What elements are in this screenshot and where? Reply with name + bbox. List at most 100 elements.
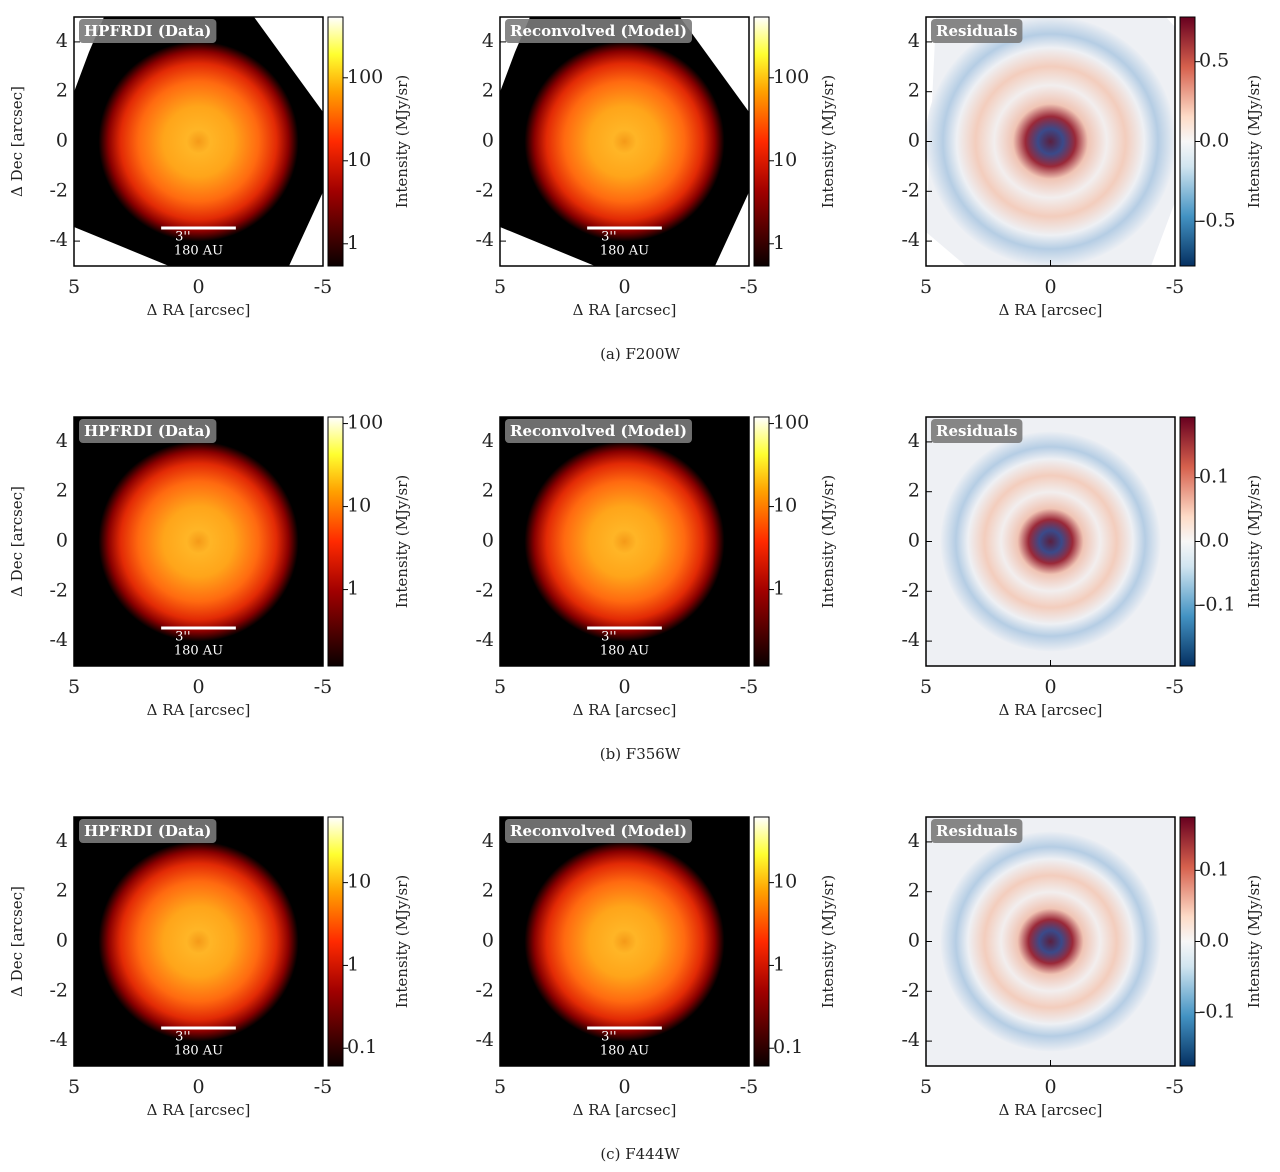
scale-bar-distance: 180 AU xyxy=(174,244,223,259)
y-tick-label: 0 xyxy=(482,530,494,552)
colorbar-label: Intensity (MJy/sr) xyxy=(819,75,837,208)
colorbar xyxy=(1179,16,1196,267)
title-box xyxy=(931,419,1023,443)
x-axis-label: Δ RA [arcsec] xyxy=(147,701,251,719)
image xyxy=(500,17,749,266)
y-tick-label: -2 xyxy=(475,179,494,201)
caption: (b) F356W xyxy=(600,745,681,763)
x-tick-label: 0 xyxy=(618,676,630,698)
colorbar-tick-label: 1 xyxy=(347,953,359,975)
title-box xyxy=(505,819,692,843)
colorbar-tick-label: 1 xyxy=(773,232,785,254)
disk-image xyxy=(524,441,725,642)
y-tick-label: 0 xyxy=(908,930,920,952)
y-tick-label: 2 xyxy=(56,480,68,502)
x-tick-label: -5 xyxy=(1166,276,1185,298)
y-tick-label: -4 xyxy=(901,629,920,651)
colorbar-tick-label: 100 xyxy=(347,412,383,434)
colorbar-tick-label: 0.0 xyxy=(1199,530,1229,552)
y-tick-label: 4 xyxy=(908,430,920,452)
x-tick-label: 5 xyxy=(68,1076,80,1098)
y-tick-label: 2 xyxy=(482,480,494,502)
x-tick-label: -5 xyxy=(1166,1076,1185,1098)
colorbar-tick-label: 1 xyxy=(347,578,359,600)
x-tick-label: -5 xyxy=(314,276,333,298)
x-axis-label: Δ RA [arcsec] xyxy=(147,1101,251,1119)
y-axis-label: Δ Dec [arcsec] xyxy=(8,486,26,597)
image xyxy=(74,417,323,666)
title-box xyxy=(931,19,1023,43)
colorbar-tick-label: 10 xyxy=(347,149,371,171)
scale-bar-length: 3'' xyxy=(175,630,190,645)
y-tick-label: 0 xyxy=(482,130,494,152)
colorbar-tick-label: 0.1 xyxy=(347,1036,377,1058)
y-tick-label: -4 xyxy=(49,629,68,651)
colorbar xyxy=(327,16,344,267)
x-axis-label: Δ RA [arcsec] xyxy=(999,301,1103,319)
image xyxy=(500,817,749,1066)
y-tick-label: 0 xyxy=(56,130,68,152)
colorbar-tick-label: -0.1 xyxy=(1199,1001,1236,1023)
x-axis-label: Δ RA [arcsec] xyxy=(573,701,677,719)
colorbar xyxy=(327,816,344,1067)
y-tick-label: -4 xyxy=(49,1029,68,1051)
y-tick-label: 0 xyxy=(908,130,920,152)
disk-image xyxy=(98,441,299,642)
title-box xyxy=(505,19,692,43)
x-axis-label: Δ RA [arcsec] xyxy=(573,301,677,319)
colorbar-label: Intensity (MJy/sr) xyxy=(1245,75,1263,208)
colorbar-tick-label: 100 xyxy=(773,412,809,434)
colorbar-tick-label: 10 xyxy=(347,871,371,893)
colorbar-label: Intensity (MJy/sr) xyxy=(1245,475,1263,608)
y-tick-label: -2 xyxy=(475,579,494,601)
colorbar-label: Intensity (MJy/sr) xyxy=(1245,875,1263,1008)
colorbar-tick-label: 10 xyxy=(773,871,797,893)
scale-bar-length: 3'' xyxy=(175,230,190,245)
panel-title: Reconvolved (Model) xyxy=(510,22,687,40)
x-tick-label: 0 xyxy=(1044,1076,1056,1098)
y-tick-label: 2 xyxy=(56,80,68,102)
colorbar-tick-label: 1 xyxy=(347,232,359,254)
y-tick-label: 2 xyxy=(908,880,920,902)
image xyxy=(926,417,1175,666)
disk-image xyxy=(98,841,299,1042)
x-tick-label: -5 xyxy=(740,676,759,698)
panel-title: Residuals xyxy=(936,22,1017,40)
image xyxy=(500,417,749,666)
colorbar xyxy=(753,816,770,1067)
scale-bar-length: 3'' xyxy=(175,1030,190,1045)
x-axis-label: Δ RA [arcsec] xyxy=(573,1101,677,1119)
disk-image xyxy=(98,41,299,242)
panel-title: Reconvolved (Model) xyxy=(510,422,687,440)
panel-title: HPFRDI (Data) xyxy=(84,422,211,440)
x-tick-label: 0 xyxy=(618,1076,630,1098)
x-axis-label: Δ RA [arcsec] xyxy=(147,301,251,319)
y-tick-label: 4 xyxy=(56,830,68,852)
x-tick-label: 5 xyxy=(494,676,506,698)
y-tick-label: 4 xyxy=(482,830,494,852)
y-tick-label: 2 xyxy=(482,80,494,102)
y-tick-label: 0 xyxy=(56,930,68,952)
scale-bar-distance: 180 AU xyxy=(600,244,649,259)
scale-bar-length: 3'' xyxy=(601,230,616,245)
colorbar-tick-label: 0.1 xyxy=(1199,466,1229,488)
panel-title: Reconvolved (Model) xyxy=(510,822,687,840)
disk-image xyxy=(524,41,725,242)
y-tick-label: -2 xyxy=(901,179,920,201)
x-axis-label: Δ RA [arcsec] xyxy=(999,701,1103,719)
image xyxy=(74,817,323,1066)
scale-bar-distance: 180 AU xyxy=(600,1044,649,1059)
colorbar-label: Intensity (MJy/sr) xyxy=(819,475,837,608)
x-tick-label: 5 xyxy=(920,676,932,698)
scale-bar-distance: 180 AU xyxy=(174,1044,223,1059)
colorbar-tick-label: 0.0 xyxy=(1199,130,1229,152)
image xyxy=(926,817,1175,1066)
x-tick-label: 5 xyxy=(494,276,506,298)
y-tick-label: 0 xyxy=(482,930,494,952)
x-tick-label: 5 xyxy=(920,1076,932,1098)
x-tick-label: 5 xyxy=(920,276,932,298)
title-box xyxy=(505,419,692,443)
y-tick-label: -4 xyxy=(475,629,494,651)
colorbar-tick-label: -0.5 xyxy=(1199,209,1236,231)
